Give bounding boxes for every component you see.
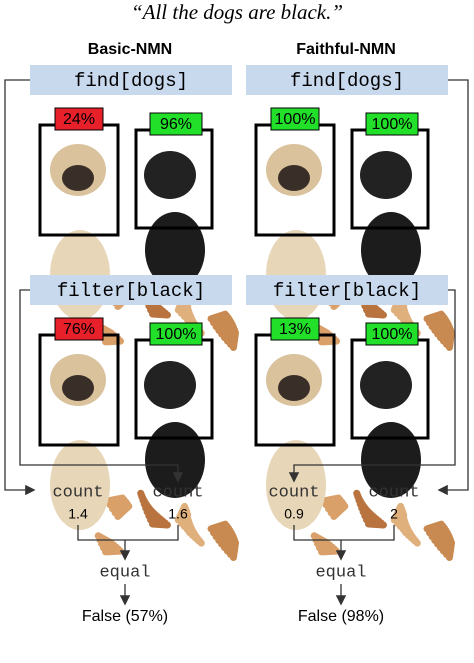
result-label: False (98%) [298, 608, 384, 625]
dog-face [62, 375, 94, 401]
score-tag [54, 107, 104, 131]
biscuit [137, 489, 150, 511]
score-label: 13% [279, 321, 311, 338]
biscuit [207, 310, 229, 323]
dog-body [145, 212, 205, 288]
score-label: 100% [372, 326, 413, 343]
dog-body [145, 422, 205, 498]
connector [77, 525, 179, 541]
score-tag [270, 317, 320, 341]
count-value: 1.6 [168, 506, 188, 522]
biscuit [207, 520, 229, 533]
connector [19, 289, 184, 483]
module-bar [246, 275, 448, 305]
column-title: Faithful-NMN [296, 41, 396, 58]
dog-head [360, 361, 412, 409]
score-tag [149, 322, 203, 346]
column-title: Basic-NMN [88, 41, 172, 58]
count-label: count [368, 483, 419, 502]
score-label: 96% [160, 116, 192, 133]
dog-face [278, 375, 310, 401]
dog-body [50, 440, 110, 530]
module-label: filter[black] [57, 280, 205, 302]
biscuit [174, 502, 189, 524]
dog-body [361, 422, 421, 498]
dog-body [266, 440, 326, 530]
module-label: find[dogs] [290, 70, 404, 92]
score-tag [365, 112, 419, 136]
dog-head [144, 361, 196, 409]
module-bar [246, 65, 448, 95]
connector [4, 79, 36, 496]
score-tag [365, 322, 419, 346]
count-value: 2 [390, 506, 398, 522]
score-label: 100% [156, 326, 197, 343]
biscuit [423, 310, 445, 323]
dog-body [361, 212, 421, 288]
result-label: False (57%) [82, 608, 168, 625]
biscuit [320, 494, 342, 505]
compare-label: equal [315, 563, 366, 582]
connector [288, 289, 456, 483]
count-value: 1.4 [68, 506, 88, 522]
dog-head [360, 151, 412, 199]
module-bar [30, 275, 232, 305]
module-label: filter[black] [273, 280, 421, 302]
module-bar [30, 65, 232, 95]
biscuit [104, 494, 126, 505]
biscuit [353, 489, 366, 511]
caption: “All the dogs are black.” [131, 0, 343, 24]
count-label: count [268, 483, 319, 502]
dog-head [144, 151, 196, 199]
module-label: find[dogs] [74, 70, 188, 92]
score-label: 76% [63, 321, 95, 338]
score-tag [270, 107, 320, 131]
count-value: 0.9 [284, 506, 304, 522]
biscuit [390, 502, 405, 524]
connector [293, 525, 395, 541]
dog-face [278, 165, 310, 191]
score-label: 100% [372, 116, 413, 133]
score-tag [149, 112, 203, 136]
score-tag [54, 317, 104, 341]
connector [437, 79, 469, 496]
dog-face [62, 165, 94, 191]
count-label: count [152, 483, 203, 502]
score-label: 100% [275, 111, 316, 128]
biscuit [423, 520, 445, 533]
score-label: 24% [63, 111, 95, 128]
compare-label: equal [99, 563, 150, 582]
count-label: count [52, 483, 103, 502]
